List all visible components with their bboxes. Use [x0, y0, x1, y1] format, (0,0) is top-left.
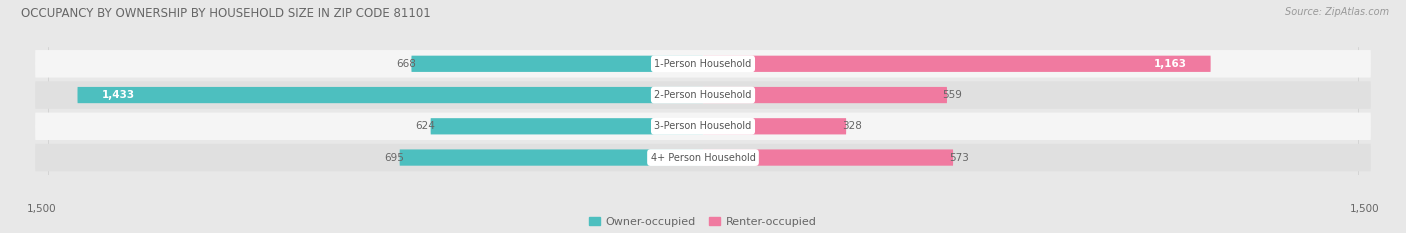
FancyBboxPatch shape	[77, 87, 703, 103]
Text: 4+ Person Household: 4+ Person Household	[651, 153, 755, 163]
FancyBboxPatch shape	[412, 56, 703, 72]
FancyBboxPatch shape	[35, 144, 1371, 171]
FancyBboxPatch shape	[35, 50, 1371, 78]
Text: 668: 668	[396, 59, 416, 69]
Text: 1,500: 1,500	[1350, 204, 1379, 214]
Text: 328: 328	[842, 121, 862, 131]
Text: 573: 573	[949, 153, 969, 163]
Text: OCCUPANCY BY OWNERSHIP BY HOUSEHOLD SIZE IN ZIP CODE 81101: OCCUPANCY BY OWNERSHIP BY HOUSEHOLD SIZE…	[21, 7, 430, 20]
Text: 1,433: 1,433	[101, 90, 135, 100]
FancyBboxPatch shape	[703, 87, 948, 103]
FancyBboxPatch shape	[399, 149, 703, 166]
Text: 559: 559	[942, 90, 963, 100]
Text: 1,163: 1,163	[1154, 59, 1187, 69]
FancyBboxPatch shape	[703, 118, 846, 134]
Text: 1,500: 1,500	[27, 204, 56, 214]
FancyBboxPatch shape	[703, 149, 953, 166]
FancyBboxPatch shape	[35, 81, 1371, 109]
Text: 695: 695	[384, 153, 404, 163]
Text: 2-Person Household: 2-Person Household	[654, 90, 752, 100]
Text: 624: 624	[415, 121, 434, 131]
Legend: Owner-occupied, Renter-occupied: Owner-occupied, Renter-occupied	[589, 217, 817, 227]
Text: 1-Person Household: 1-Person Household	[654, 59, 752, 69]
Text: Source: ZipAtlas.com: Source: ZipAtlas.com	[1285, 7, 1389, 17]
Text: 3-Person Household: 3-Person Household	[654, 121, 752, 131]
FancyBboxPatch shape	[430, 118, 703, 134]
FancyBboxPatch shape	[703, 56, 1211, 72]
FancyBboxPatch shape	[35, 113, 1371, 140]
